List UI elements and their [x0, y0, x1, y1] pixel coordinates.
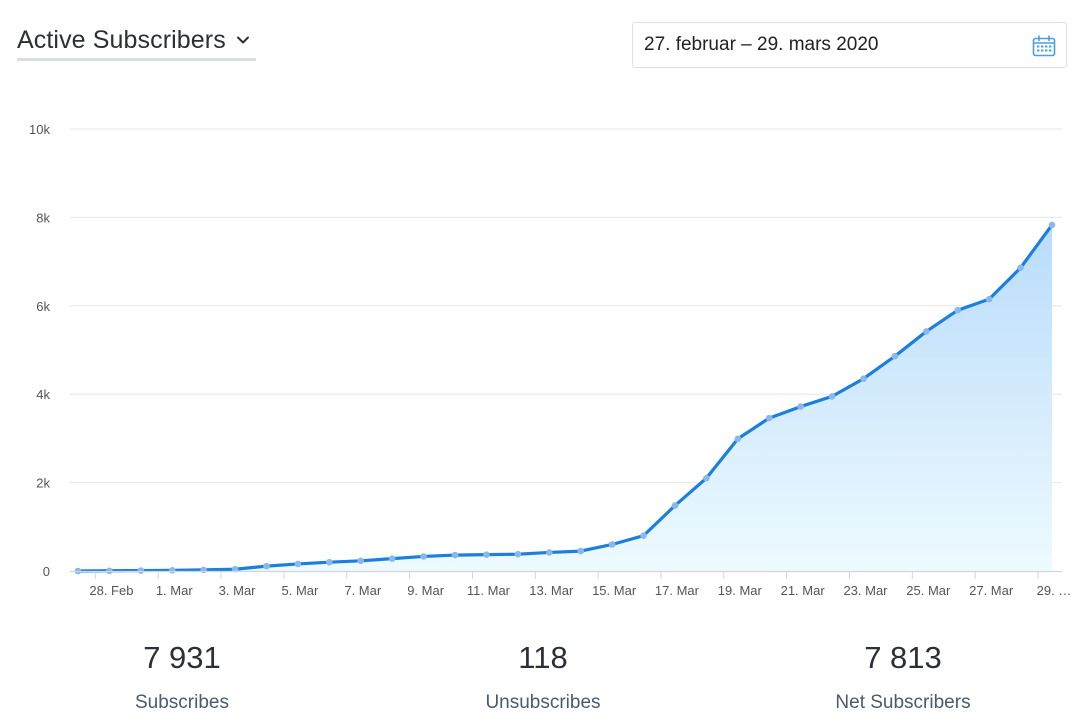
date-range-picker[interactable]: 27. februar – 29. mars 2020 — [632, 22, 1067, 68]
area-fill-layer — [78, 224, 1052, 571]
stat-net-subscribers: 7 813 Net Subscribers — [753, 630, 1053, 714]
x-tick-label: 25. Mar — [906, 583, 951, 598]
data-point — [106, 567, 113, 575]
data-point — [577, 547, 585, 555]
stat-label: Subscribes — [135, 692, 229, 713]
series-line — [76, 223, 1054, 573]
stat-label: Unsubscribes — [485, 692, 601, 713]
data-point — [1048, 221, 1056, 229]
data-point — [985, 295, 993, 303]
x-tick-label: 5. Mar — [282, 583, 320, 598]
data-point — [451, 551, 459, 559]
data-point — [954, 306, 962, 314]
stat-value: 7 931 — [143, 640, 221, 675]
series-line-layer — [76, 223, 1054, 573]
data-point — [231, 565, 239, 573]
data-points — [74, 221, 1056, 575]
y-tick-label: 2k — [36, 476, 50, 491]
x-tick-label: 1. Mar — [156, 583, 194, 598]
data-point — [326, 558, 333, 566]
data-point — [420, 553, 427, 560]
stat-value: 7 813 — [864, 640, 942, 675]
data-point — [734, 435, 742, 443]
x-tick-label: 7. Mar — [344, 583, 382, 598]
x-tick-label: 29. … — [1037, 583, 1072, 598]
x-tick-label: 21. Mar — [781, 583, 826, 598]
area-fill — [78, 224, 1052, 571]
data-point — [357, 557, 365, 565]
data-point — [1017, 264, 1024, 272]
header: Active Subscribers 27. februar – 29. mar… — [0, 0, 1084, 90]
x-tick-label: 19. Mar — [718, 583, 763, 598]
chevron-down-icon — [236, 33, 250, 47]
x-tick-label: 23. Mar — [843, 583, 888, 598]
y-tick-label: 8k — [36, 210, 50, 225]
calendar-icon[interactable] — [1032, 35, 1056, 57]
metric-dropdown-label: Active Subscribers — [17, 25, 226, 54]
stats-summary: 7 931 Subscribes 118 Unsubscribes 7 813 … — [0, 630, 1084, 728]
data-point — [388, 555, 396, 562]
data-point — [923, 328, 930, 335]
data-point — [263, 562, 270, 570]
metric-dropdown[interactable]: Active Subscribers — [17, 22, 256, 61]
data-point — [797, 403, 804, 410]
data-point — [891, 352, 899, 360]
stat-value: 118 — [518, 640, 568, 675]
y-tick-label: 4k — [36, 387, 50, 402]
data-point — [860, 375, 867, 383]
x-tick-label: 15. Mar — [592, 583, 637, 598]
date-range-text: 27. februar – 29. mars 2020 — [644, 34, 879, 55]
stat-label: Net Subscribers — [835, 692, 971, 713]
y-tick-label: 6k — [36, 299, 50, 314]
data-point — [483, 551, 490, 558]
x-tick-label: 27. Mar — [969, 583, 1014, 598]
data-point — [168, 567, 176, 574]
data-point — [828, 393, 836, 400]
data-point — [765, 414, 773, 422]
data-point — [608, 541, 616, 548]
chart-canvas: 0 2k 4k 6k 8k 10k 28. Feb 1. Mar 3. Mar 5. Mar 7.… — [29, 122, 1071, 598]
data-point — [703, 474, 710, 482]
x-tick-label: 17. Mar — [655, 583, 700, 598]
x-tick-label: 9. Mar — [407, 583, 445, 598]
x-axis-ticks: 28. Feb 1. Mar 3. Mar 5. Mar 7. Mar 9. Mar 11.… — [89, 571, 1071, 598]
y-tick-label: 0 — [43, 564, 50, 579]
x-tick-label: 13. Mar — [529, 583, 574, 598]
stat-unsubscribes: 118 Unsubscribes — [393, 630, 693, 714]
data-point — [545, 549, 553, 556]
data-point — [137, 567, 145, 574]
x-tick-label: 3. Mar — [219, 583, 257, 598]
data-point — [671, 502, 679, 509]
stat-subscribes: 7 931 Subscribes — [32, 630, 332, 714]
x-tick-label: 28. Feb — [89, 583, 133, 598]
data-point — [294, 560, 302, 568]
subscribers-chart: 0 2k 4k 6k 8k 10k 28. Feb 1. Mar 3. Mar 5. Mar 7.… — [0, 100, 1084, 620]
data-point — [514, 550, 522, 558]
y-axis-ticks: 0 2k 4k 6k 8k 10k — [29, 122, 50, 579]
x-tick-label: 11. Mar — [467, 583, 511, 598]
y-tick-label: 10k — [29, 122, 50, 137]
data-point — [200, 566, 207, 574]
data-point — [640, 532, 647, 539]
